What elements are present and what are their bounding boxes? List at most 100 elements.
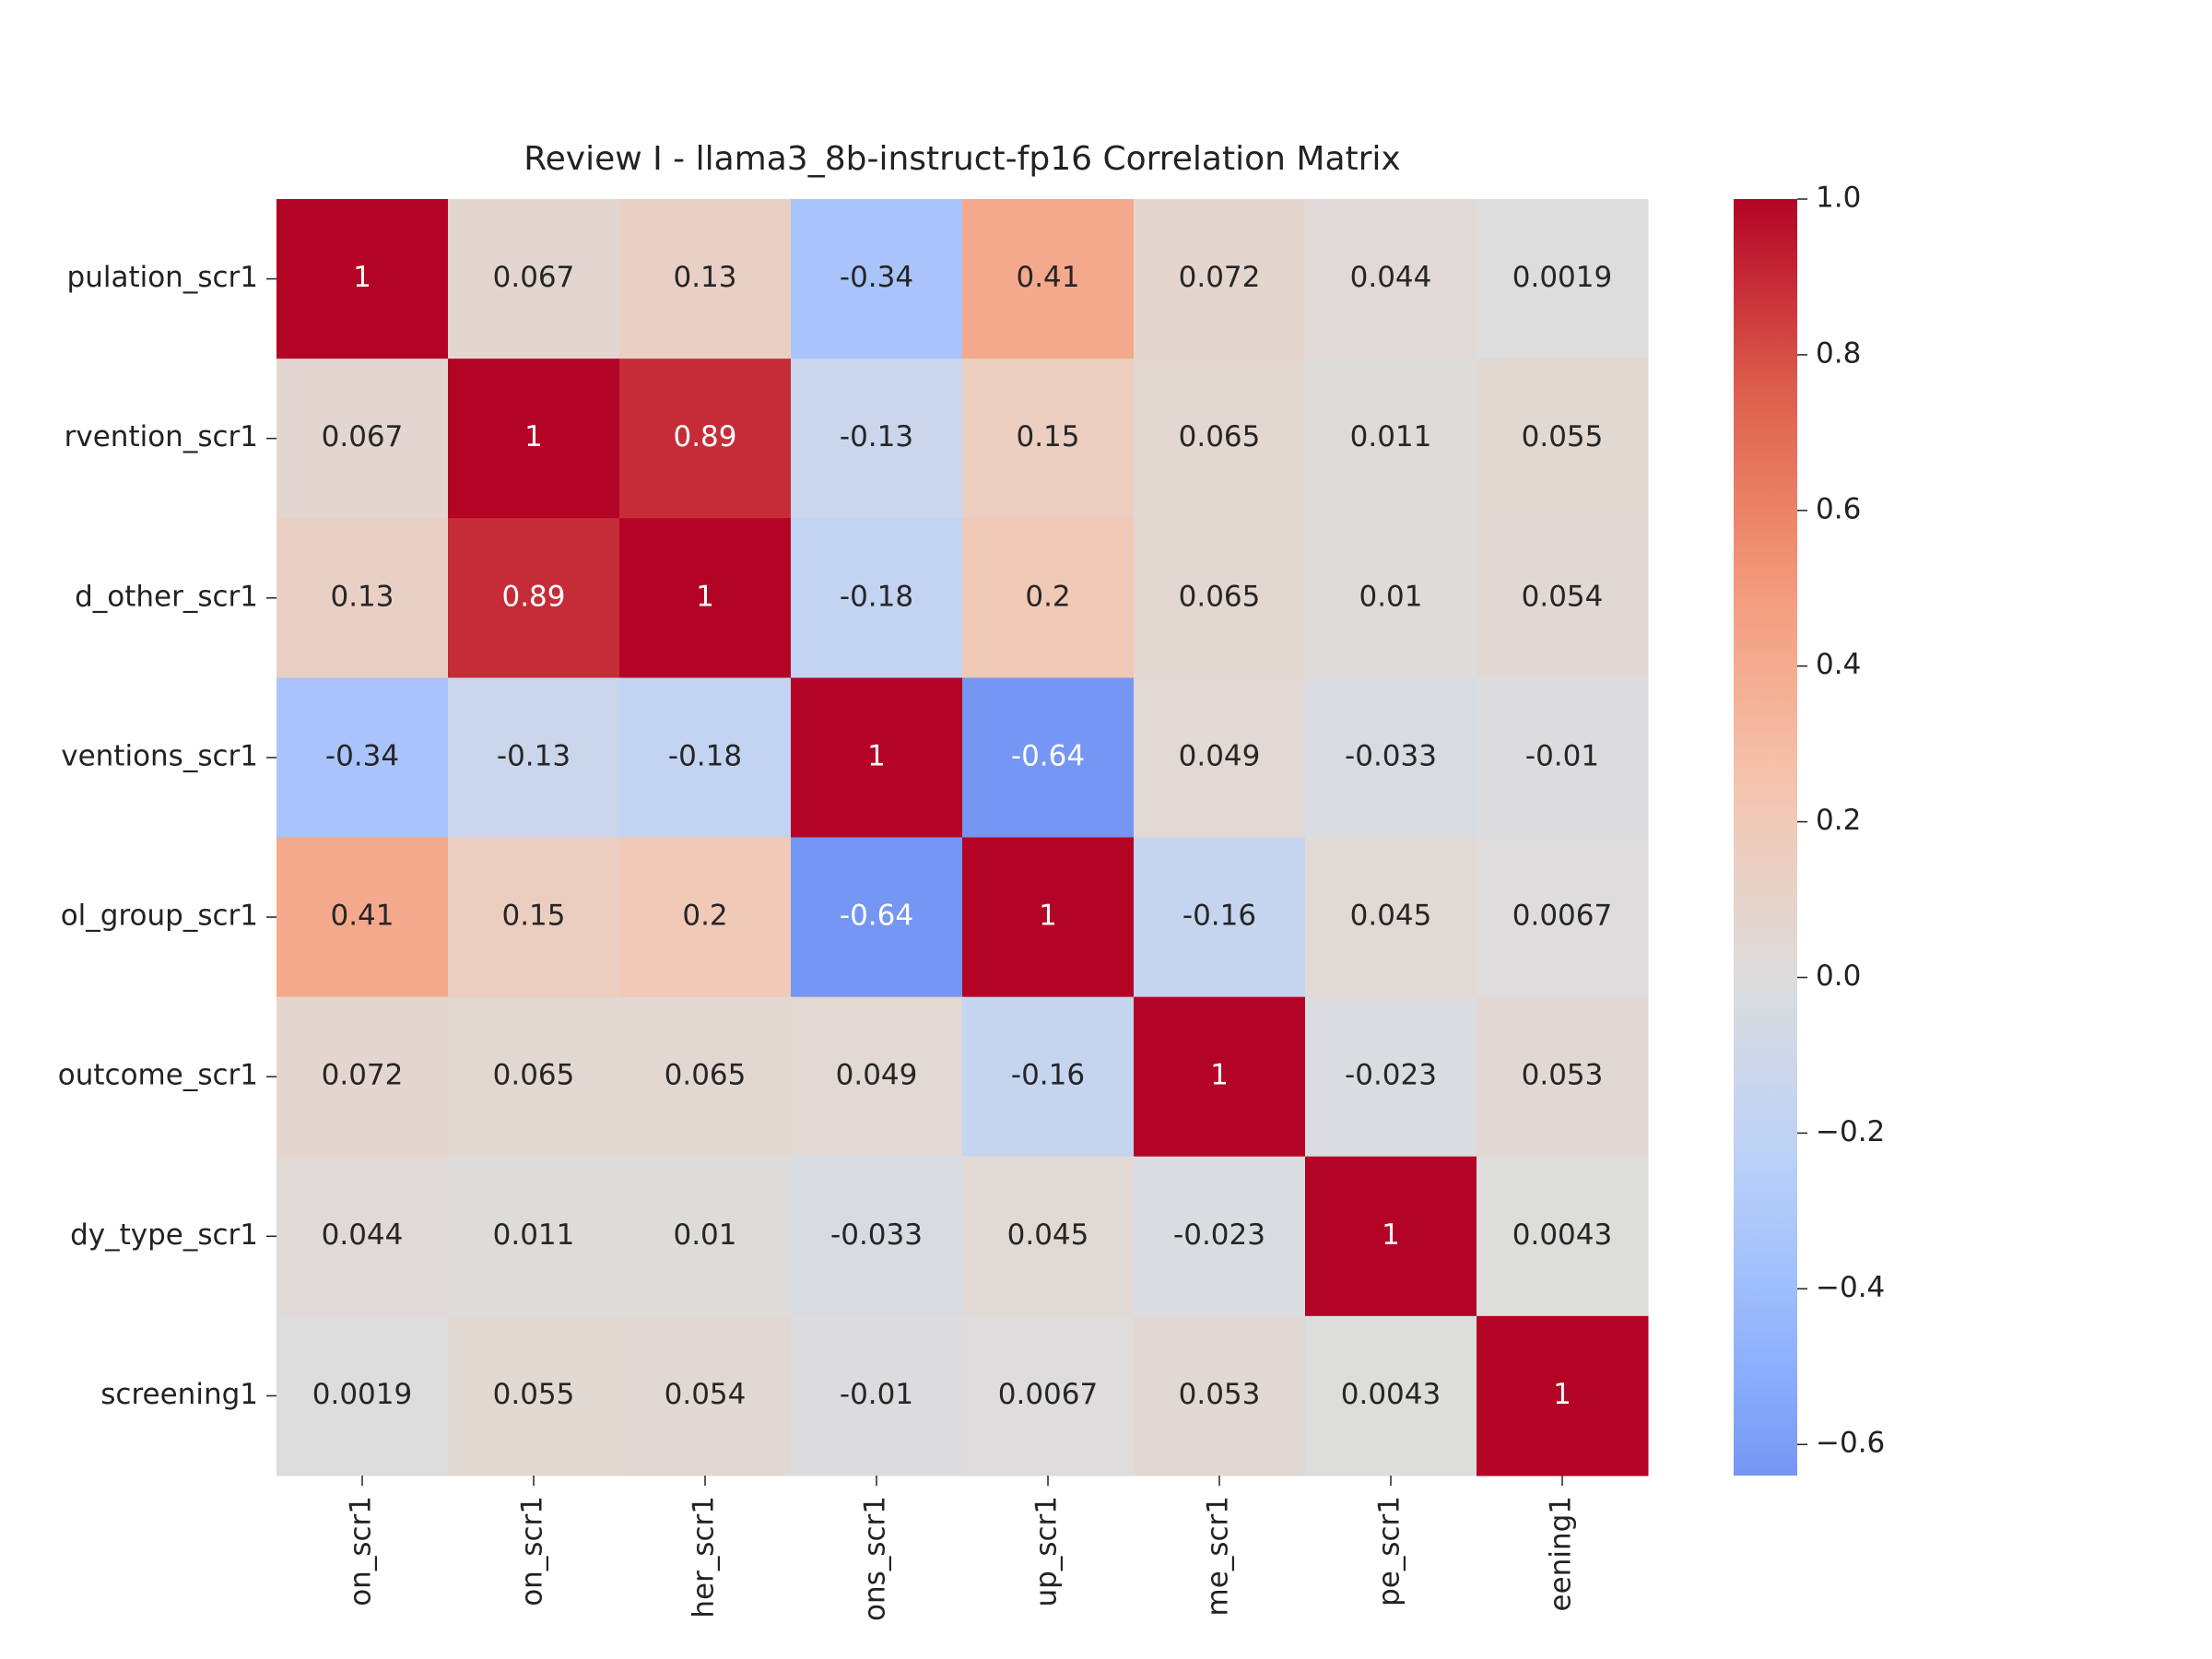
cell-label: 0.055 <box>1522 420 1604 453</box>
heatmap-cell <box>448 199 620 359</box>
cell-label: -0.34 <box>840 261 913 294</box>
cell-label: 0.0043 <box>1512 1218 1612 1252</box>
cell-label: -0.01 <box>840 1378 913 1411</box>
colorbar <box>1734 199 1797 1476</box>
heatmap-cell <box>791 1156 963 1317</box>
cell-label: 0.065 <box>665 1059 747 1092</box>
cell-label: 1 <box>1382 1218 1400 1252</box>
x-tick-label: me_scr1 <box>1202 1496 1235 1616</box>
colorbar-tick-label: −0.6 <box>1816 1427 1885 1460</box>
cell-label: 0.01 <box>673 1218 736 1252</box>
heatmap-cell <box>276 518 449 678</box>
heatmap-cell <box>619 518 792 678</box>
heatmap-cell <box>962 837 1135 998</box>
heatmap-cell <box>276 996 449 1158</box>
cell-label: -0.13 <box>840 420 913 453</box>
cell-label: -0.16 <box>1011 1059 1085 1092</box>
y-tick-label: dy_type_scr1 <box>70 1218 258 1252</box>
heatmap-cell <box>619 359 792 519</box>
cell-label: -0.13 <box>497 739 571 772</box>
cell-label: 0.045 <box>1007 1218 1089 1252</box>
heatmap-cell <box>1134 359 1306 519</box>
chart-title: Review I - llama3_8b-instruct-fp16 Corre… <box>524 140 1401 178</box>
heatmap-cell <box>962 677 1135 838</box>
heatmap-cell <box>1134 1156 1306 1317</box>
heatmap-cell <box>276 359 449 519</box>
heatmap-cell <box>1305 837 1477 998</box>
x-tick-label: eening1 <box>1545 1496 1578 1611</box>
cell-label: -0.01 <box>1525 739 1599 772</box>
colorbar-tick-label: 0.2 <box>1816 804 1861 837</box>
x-tick-label: on_scr1 <box>345 1496 378 1606</box>
cell-label: 0.044 <box>1350 261 1432 294</box>
heatmap-cell <box>619 677 792 838</box>
heatmap-cell <box>962 1315 1135 1477</box>
cell-label: 0.065 <box>1179 420 1261 453</box>
cell-label: 0.01 <box>1359 580 1422 613</box>
heatmap-cell <box>276 1315 449 1477</box>
cell-label: -0.34 <box>325 739 399 772</box>
heatmap-cell <box>276 837 449 998</box>
cell-label: 0.072 <box>1179 261 1261 294</box>
x-tick-label: ons_scr1 <box>859 1496 892 1621</box>
cell-label: 0.011 <box>1350 420 1432 453</box>
cell-label: 0.0043 <box>1341 1378 1441 1411</box>
cell-label: 0.065 <box>1179 580 1261 613</box>
heatmap-cell <box>448 996 620 1158</box>
heatmap-cell <box>962 359 1135 519</box>
heatmap-cell <box>962 1156 1135 1317</box>
heatmap-cell <box>619 996 792 1158</box>
cell-label: -0.023 <box>1173 1218 1265 1252</box>
heatmap-cell <box>1134 996 1306 1158</box>
colorbar-tick-label: −0.4 <box>1816 1271 1885 1304</box>
cell-label: 1 <box>867 739 886 772</box>
heatmap-cell <box>1477 518 1649 678</box>
cell-label: 0.13 <box>330 580 394 613</box>
heatmap-cell <box>1134 199 1306 359</box>
cell-label: -0.033 <box>830 1218 923 1252</box>
cell-label: 0.15 <box>501 900 565 933</box>
cell-label: 0.054 <box>1522 580 1604 613</box>
heatmap-cell <box>619 1156 792 1317</box>
cell-label: -0.16 <box>1182 900 1256 933</box>
cell-label: 0.072 <box>322 1059 404 1092</box>
heatmap-cell <box>448 677 620 838</box>
cell-label: 0.89 <box>673 420 736 453</box>
cell-label: 0.0067 <box>998 1378 1098 1411</box>
y-tick-label: d_other_scr1 <box>75 580 258 613</box>
colorbar-tick-label: 0.6 <box>1816 492 1861 525</box>
cell-label: 0.045 <box>1350 900 1432 933</box>
heatmap-cell <box>276 199 449 359</box>
cell-label: 0.049 <box>836 1059 918 1092</box>
heatmap-cell <box>276 1156 449 1317</box>
cell-label: 1 <box>1210 1059 1229 1092</box>
heatmap-cell <box>1477 837 1649 998</box>
cell-label: -0.64 <box>1011 739 1085 772</box>
heatmap-cell <box>1477 996 1649 1158</box>
heatmap-cell <box>791 837 963 998</box>
heatmap-cell <box>791 1315 963 1477</box>
cell-label: -0.64 <box>840 900 913 933</box>
y-tick-label: outcome_scr1 <box>58 1059 258 1092</box>
cell-label: 0.067 <box>493 261 575 294</box>
cell-label: -0.033 <box>1345 739 1437 772</box>
heatmap-cell <box>276 677 449 838</box>
heatmap-cell <box>448 837 620 998</box>
heatmap-cell <box>791 518 963 678</box>
cell-label: 0.13 <box>673 261 736 294</box>
heatmap-cell <box>1134 1315 1306 1477</box>
heatmap-cell <box>1134 677 1306 838</box>
cell-label: -0.18 <box>840 580 913 613</box>
heatmap-cell <box>962 199 1135 359</box>
heatmap-cell <box>962 996 1135 1158</box>
cell-label: 0.2 <box>682 900 727 933</box>
heatmap-cell <box>791 996 963 1158</box>
cell-label: 0.065 <box>493 1059 575 1092</box>
cell-label: 0.0019 <box>312 1378 412 1411</box>
cell-label: 1 <box>1553 1378 1571 1411</box>
heatmap-cell <box>1305 199 1477 359</box>
y-tick-label: ventions_scr1 <box>61 739 258 772</box>
heatmap-cell <box>1477 1315 1649 1477</box>
heatmap-cell <box>619 199 792 359</box>
